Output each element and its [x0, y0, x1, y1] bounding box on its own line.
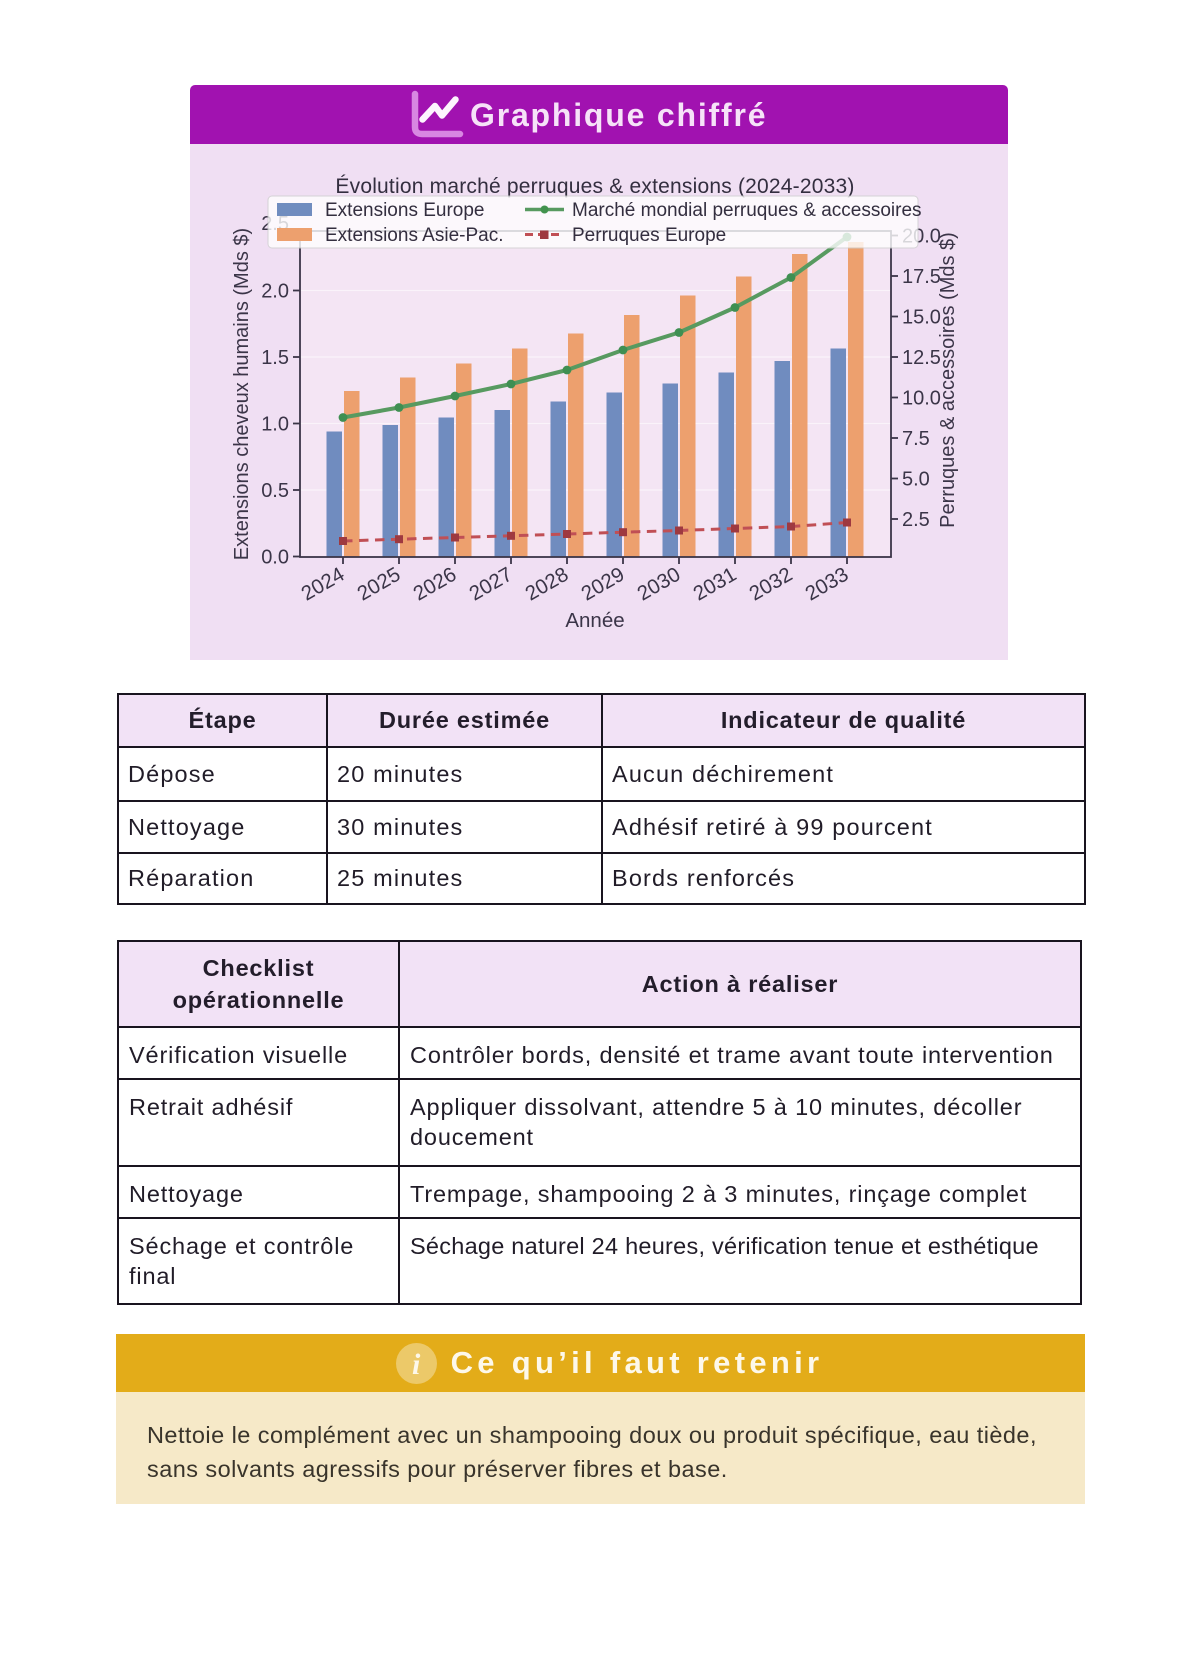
- svg-text:2030: 2030: [633, 563, 684, 606]
- svg-text:Marché mondial perruques & acc: Marché mondial perruques & accessoires: [572, 200, 922, 221]
- svg-text:Extensions cheveux humains (Md: Extensions cheveux humains (Mds $): [231, 228, 253, 560]
- svg-text:2028: 2028: [521, 563, 572, 606]
- svg-text:2029: 2029: [577, 563, 628, 606]
- svg-text:1.5: 1.5: [261, 347, 289, 369]
- svg-text:Extensions Europe: Extensions Europe: [325, 200, 485, 221]
- svg-text:2025: 2025: [353, 563, 404, 606]
- svg-text:Extensions Asie-Pac.: Extensions Asie-Pac.: [325, 225, 503, 246]
- svg-text:5.0: 5.0: [902, 469, 930, 491]
- svg-text:2027: 2027: [465, 563, 516, 606]
- svg-text:2.5: 2.5: [902, 509, 930, 531]
- svg-text:0.0: 0.0: [261, 547, 289, 569]
- svg-text:1.0: 1.0: [261, 414, 289, 436]
- svg-text:Perruques & accessoires (Mds $: Perruques & accessoires (Mds $): [937, 232, 959, 528]
- svg-text:2026: 2026: [409, 563, 460, 606]
- svg-text:Graphique chiffré: Graphique chiffré: [470, 97, 767, 133]
- svg-text:Perruques Europe: Perruques Europe: [572, 225, 726, 246]
- svg-text:2024: 2024: [297, 563, 348, 606]
- svg-text:0.5: 0.5: [261, 480, 289, 502]
- svg-text:2033: 2033: [801, 563, 852, 606]
- svg-text:15.0: 15.0: [902, 307, 941, 329]
- svg-text:7.5: 7.5: [902, 428, 930, 450]
- svg-text:12.5: 12.5: [902, 347, 941, 369]
- svg-text:10.0: 10.0: [902, 388, 941, 410]
- svg-text:Évolution marché perruques & e: Évolution marché perruques & extensions …: [335, 175, 854, 198]
- svg-text:2032: 2032: [745, 563, 796, 606]
- svg-text:17.5: 17.5: [902, 266, 941, 288]
- svg-text:Année: Année: [565, 609, 624, 632]
- svg-text:2.0: 2.0: [261, 281, 289, 303]
- svg-text:2031: 2031: [689, 563, 740, 606]
